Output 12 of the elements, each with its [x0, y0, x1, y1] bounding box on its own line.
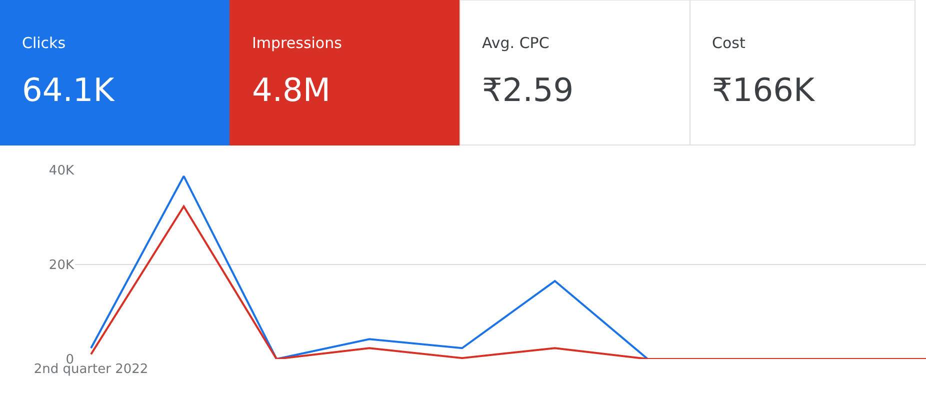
text: ₹2.59 [482, 71, 574, 109]
text: Impressions [252, 34, 342, 52]
text: Cost [712, 34, 746, 52]
y-tick-label: 20K [48, 258, 74, 274]
text: ₹166K [712, 71, 816, 109]
y-tick-label: 40K [48, 164, 74, 179]
line-series [90, 205, 926, 359]
x-tick-label: 2nd quarter 2022 [34, 362, 148, 377]
text: 64.1K [22, 71, 116, 109]
text: 4.8M [252, 71, 330, 109]
text: Avg. CPC [482, 34, 550, 52]
text: Clicks [22, 34, 66, 52]
